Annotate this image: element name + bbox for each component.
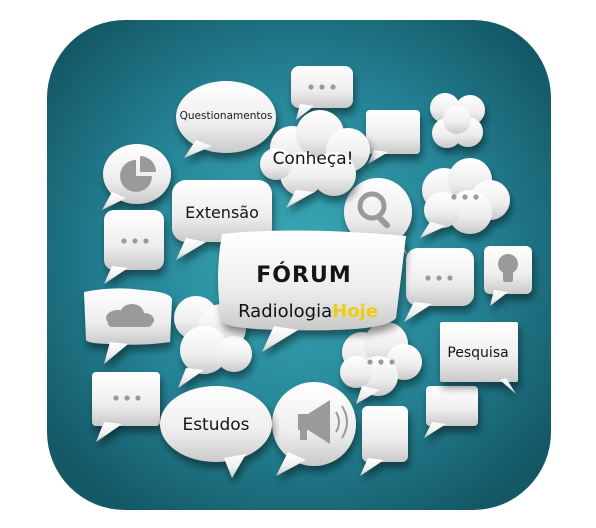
ellipsis-icon (367, 359, 395, 365)
bubble-pesquisa (440, 322, 518, 394)
bubble-cloud-right (420, 158, 510, 238)
bubble-square-top (366, 110, 420, 164)
lightbulb-icon (498, 254, 518, 282)
ellipsis-icon (113, 395, 141, 401)
bubble-questionamentos (176, 81, 276, 158)
cloud-icon (106, 304, 154, 327)
forum-title: FÓRUM (256, 262, 351, 288)
label-estudos: Estudos (182, 415, 249, 435)
label-pesquisa: Pesquisa (447, 345, 508, 361)
forum-brand: RadiologiaHoje (238, 301, 378, 322)
bubble-pie (102, 144, 171, 210)
ellipsis-icon (451, 194, 479, 200)
bubble-rect-bottom-right (424, 386, 478, 438)
ellipsis-icon (121, 238, 149, 244)
ellipsis-icon (425, 275, 453, 281)
brand-hoje: Hoje (332, 301, 378, 322)
bubble-tall-bottom (360, 406, 408, 476)
bubble-forum-main (218, 230, 406, 352)
pie-chart-icon (120, 156, 156, 192)
bubble-estudos (160, 386, 272, 478)
bubble-conheca (260, 110, 370, 208)
label-extensao: Extensão (185, 203, 259, 222)
label-questionamentos: Questionamentos (180, 110, 273, 122)
brand-radiologia: Radiologia (238, 301, 332, 322)
label-conheca: Conheça! (273, 149, 354, 169)
bubble-cloud-center (340, 322, 422, 404)
ellipsis-icon (308, 84, 336, 90)
magnifier-icon (357, 191, 391, 229)
bubble-clover (430, 93, 485, 148)
bubble-extensao (172, 180, 272, 260)
bubble-cloud-blob (174, 296, 252, 388)
megaphone-icon (298, 400, 348, 444)
